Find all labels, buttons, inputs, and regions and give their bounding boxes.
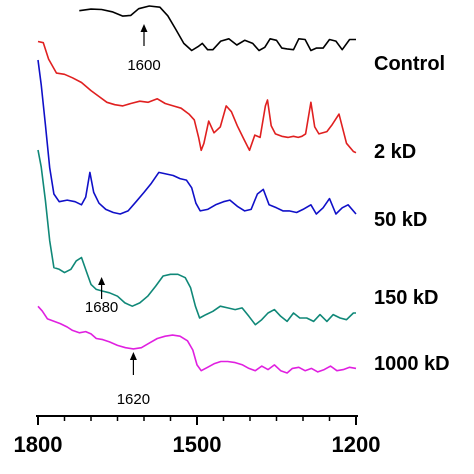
spectrum-line-1000-kd bbox=[37, 305, 357, 374]
series-labels: Control 2 kD 50 kD 150 kD 1000 kD bbox=[374, 53, 450, 375]
x-axis: 1800 1500 1200 bbox=[14, 415, 381, 457]
annotation-arrow-head bbox=[140, 24, 148, 32]
spectrum-line-control bbox=[79, 5, 356, 52]
annotation-arrow-head bbox=[98, 277, 106, 285]
spectrum-line-150-kd bbox=[37, 149, 356, 326]
spectrum-line-2-kd bbox=[37, 40, 357, 154]
x-tick-label-1500: 1500 bbox=[173, 432, 222, 457]
annotation-label: 1620 bbox=[117, 391, 150, 408]
series-label-50-kd: 50 kD bbox=[374, 209, 427, 231]
spectra-group bbox=[37, 5, 357, 374]
annotation-arrow-head bbox=[129, 352, 137, 360]
annotation-label: 1680 bbox=[85, 299, 118, 316]
annotation-label: 1600 bbox=[127, 57, 160, 74]
x-tick-label-1800: 1800 bbox=[14, 432, 63, 457]
series-label-control: Control bbox=[374, 53, 445, 75]
spectrum-line-50-kd bbox=[37, 59, 357, 215]
series-label-150-kd: 150 kD bbox=[374, 287, 439, 309]
annotations-group: 1600 1680 1620 bbox=[85, 24, 161, 408]
x-tick-label-1200: 1200 bbox=[332, 432, 381, 457]
series-label-1000-kd: 1000 kD bbox=[374, 353, 450, 375]
series-label-2-kd: 2 kD bbox=[374, 141, 416, 163]
